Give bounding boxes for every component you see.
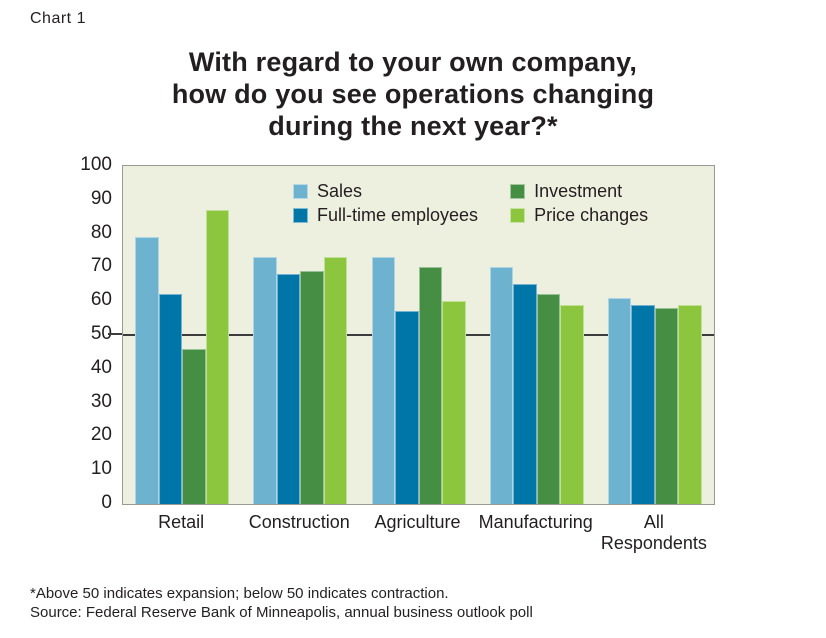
bar-investment-manufacturing bbox=[536, 294, 561, 504]
legend-swatch-icon bbox=[510, 183, 526, 199]
y-tick-label-0: 0 bbox=[101, 492, 112, 513]
legend-swatch-icon bbox=[293, 183, 308, 199]
legend-item-full-time-employees: Full-time employees bbox=[293, 203, 478, 227]
bar-full-time-employees-all-respondents bbox=[631, 304, 655, 504]
footnote-text: *Above 50 indicates expansion; below 50 … bbox=[30, 585, 449, 602]
bar-investment-agriculture bbox=[418, 267, 442, 504]
legend-label: Sales bbox=[317, 180, 363, 201]
x-label-all-respondents: All Respondents bbox=[600, 512, 707, 553]
legend: Sales Full-time employees Investment Price … bbox=[293, 179, 648, 227]
chart-number-label: Chart 1 bbox=[30, 10, 86, 27]
bar-price-changes-construction bbox=[323, 257, 348, 504]
bar-investment-all-respondents bbox=[654, 307, 679, 504]
y-tick-label-50: 50 bbox=[90, 323, 112, 344]
legend-label: Full-time employees bbox=[317, 204, 479, 225]
legend-swatch-icon bbox=[510, 207, 526, 223]
y-tick-label-100: 100 bbox=[80, 154, 112, 175]
plot-area: Sales Full-time employees Investment Price … bbox=[122, 165, 715, 505]
bar-investment-construction bbox=[300, 270, 324, 504]
bar-price-changes-manufacturing bbox=[560, 304, 584, 504]
legend-swatch-icon bbox=[293, 207, 308, 223]
y-tick-label-80: 80 bbox=[90, 221, 112, 243]
x-label-agriculture: Agriculture bbox=[374, 512, 461, 532]
bar-sales-all-respondents bbox=[607, 297, 632, 504]
legend-item-price-changes: Price changes bbox=[510, 203, 648, 227]
legend-label: Investment bbox=[534, 180, 623, 201]
x-label-construction: Construction bbox=[248, 512, 350, 532]
bar-price-changes-agriculture bbox=[442, 301, 466, 504]
bar-sales-construction bbox=[253, 257, 277, 504]
bar-sales-manufacturing bbox=[489, 267, 514, 504]
bar-sales-agriculture bbox=[371, 257, 395, 504]
source-text: Source: Federal Reserve Bank of Minneapo… bbox=[30, 604, 533, 621]
legend-item-investment: Investment bbox=[510, 179, 648, 203]
chart-title-line-3: during the next year?* bbox=[268, 111, 558, 141]
chart-title: With regard to your own company, how do … bbox=[0, 46, 826, 142]
bar-full-time-employees-manufacturing bbox=[513, 284, 537, 504]
y-tick-label-60: 60 bbox=[90, 289, 112, 311]
legend-label: Price changes bbox=[534, 204, 649, 225]
bar-sales-retail bbox=[135, 236, 159, 504]
bars-container bbox=[123, 166, 714, 504]
x-label-manufacturing: Manufacturing bbox=[478, 512, 593, 532]
y-tick-label-40: 40 bbox=[90, 356, 112, 378]
x-label-retail: Retail bbox=[158, 512, 205, 532]
footnotes: *Above 50 indicates expansion; below 50 … bbox=[30, 584, 533, 622]
chart-title-line-1: With regard to your own company, bbox=[188, 47, 638, 77]
bar-price-changes-retail bbox=[205, 209, 230, 504]
reference-line-outer-dash bbox=[108, 333, 122, 335]
y-tick-label-10: 10 bbox=[90, 458, 112, 480]
bar-investment-retail bbox=[182, 348, 206, 504]
bar-full-time-employees-retail bbox=[158, 294, 183, 504]
chart-title-line-2: how do you see operations changing bbox=[171, 79, 655, 109]
y-tick-label-90: 90 bbox=[90, 187, 112, 209]
bar-price-changes-all-respondents bbox=[678, 304, 702, 504]
legend-item-sales: Sales bbox=[293, 179, 478, 203]
bar-full-time-employees-construction bbox=[276, 274, 301, 504]
bar-full-time-employees-agriculture bbox=[395, 311, 419, 504]
y-tick-label-70: 70 bbox=[90, 255, 112, 277]
y-tick-label-30: 30 bbox=[90, 390, 112, 412]
y-tick-label-20: 20 bbox=[90, 424, 112, 446]
